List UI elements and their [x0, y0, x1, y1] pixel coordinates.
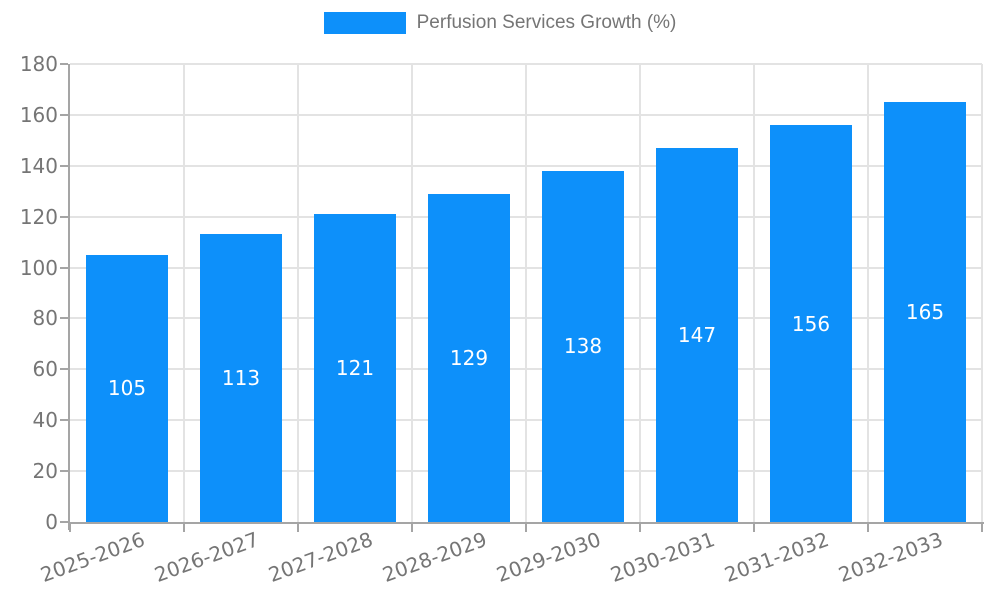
- bar-2028-2029[interactable]: 129: [428, 193, 510, 522]
- y-axis-tick: [60, 368, 68, 371]
- y-axis-tick-label: 120: [19, 204, 58, 229]
- bar-value-label: 105: [107, 376, 147, 401]
- legend-label: Perfusion Services Growth (%): [416, 12, 677, 33]
- y-axis-tick-label: 180: [19, 52, 58, 76]
- y-axis-tick-label: 0: [45, 510, 58, 534]
- bar-value-label: 113: [221, 366, 261, 391]
- y-axis-tick: [60, 63, 68, 65]
- x-gridline: [297, 64, 299, 522]
- bar-2030-2031[interactable]: 147: [656, 147, 738, 522]
- x-axis-category-label: 2029-2030: [493, 527, 604, 587]
- y-axis-tick: [60, 266, 68, 269]
- legend[interactable]: Perfusion Services Growth (%): [0, 12, 1000, 34]
- y-axis-tick: [60, 215, 68, 218]
- y-axis-tick: [60, 164, 68, 167]
- bar-2032-2033[interactable]: 165: [884, 102, 966, 522]
- x-axis-tick: [867, 524, 869, 532]
- y-axis-tick-label: 20: [32, 459, 58, 484]
- x-axis-tick: [753, 524, 755, 532]
- bar-2031-2032[interactable]: 156: [770, 125, 852, 522]
- x-axis-category-label: 2032-2033: [835, 527, 946, 587]
- x-gridline: [753, 64, 755, 522]
- x-axis-tick: [411, 524, 413, 532]
- y-axis-tick: [60, 113, 68, 116]
- x-axis-tick: [69, 524, 71, 532]
- y-axis-tick-label: 160: [19, 102, 58, 127]
- x-axis-line: [68, 522, 984, 524]
- y-axis-tick-label: 60: [32, 357, 58, 382]
- y-axis-tick: [60, 419, 68, 422]
- x-axis-category-label: 2030-2031: [607, 527, 718, 587]
- x-gridline: [639, 64, 641, 522]
- y-axis-line: [68, 64, 70, 530]
- y-axis-tick-label: 40: [32, 408, 58, 433]
- x-axis-category-label: 2025-2026: [37, 527, 148, 587]
- legend-swatch-icon: [323, 12, 406, 34]
- x-gridline: [981, 64, 983, 522]
- x-axis-tick: [297, 524, 299, 532]
- x-axis-tick: [981, 524, 983, 532]
- x-gridline: [525, 64, 527, 522]
- bar-2029-2030[interactable]: 138: [542, 170, 624, 522]
- bar-value-label: 156: [791, 311, 831, 336]
- y-axis-tick-label: 80: [32, 306, 58, 331]
- y-axis-tick: [60, 470, 68, 473]
- bar-2027-2028[interactable]: 121: [314, 214, 396, 522]
- bar-2025-2026[interactable]: 105: [86, 254, 168, 522]
- x-gridline: [411, 64, 413, 522]
- x-axis-category-label: 2026-2027: [151, 527, 262, 587]
- x-axis-tick: [639, 524, 641, 532]
- bar-value-label: 165: [905, 300, 945, 325]
- x-axis-category-label: 2031-2032: [721, 527, 832, 587]
- x-axis-tick: [525, 524, 527, 532]
- y-axis-tick: [60, 317, 68, 320]
- bar-value-label: 121: [335, 356, 375, 381]
- plot-area: 105 113 121 129 138 147 156 165: [70, 63, 983, 522]
- bar-value-label: 147: [677, 322, 717, 347]
- x-axis-tick: [183, 524, 185, 532]
- x-gridline: [183, 64, 185, 522]
- x-gridline: [867, 64, 869, 522]
- bar-2026-2027[interactable]: 113: [200, 234, 282, 522]
- y-axis-tick-label: 100: [19, 255, 58, 280]
- y-axis-tick-label: 140: [19, 153, 58, 178]
- x-axis-category-label: 2027-2028: [265, 527, 376, 587]
- x-axis-category-label: 2028-2029: [379, 527, 490, 587]
- bar-value-label: 138: [563, 334, 603, 359]
- bar-value-label: 129: [449, 345, 489, 370]
- y-axis-tick: [60, 521, 68, 523]
